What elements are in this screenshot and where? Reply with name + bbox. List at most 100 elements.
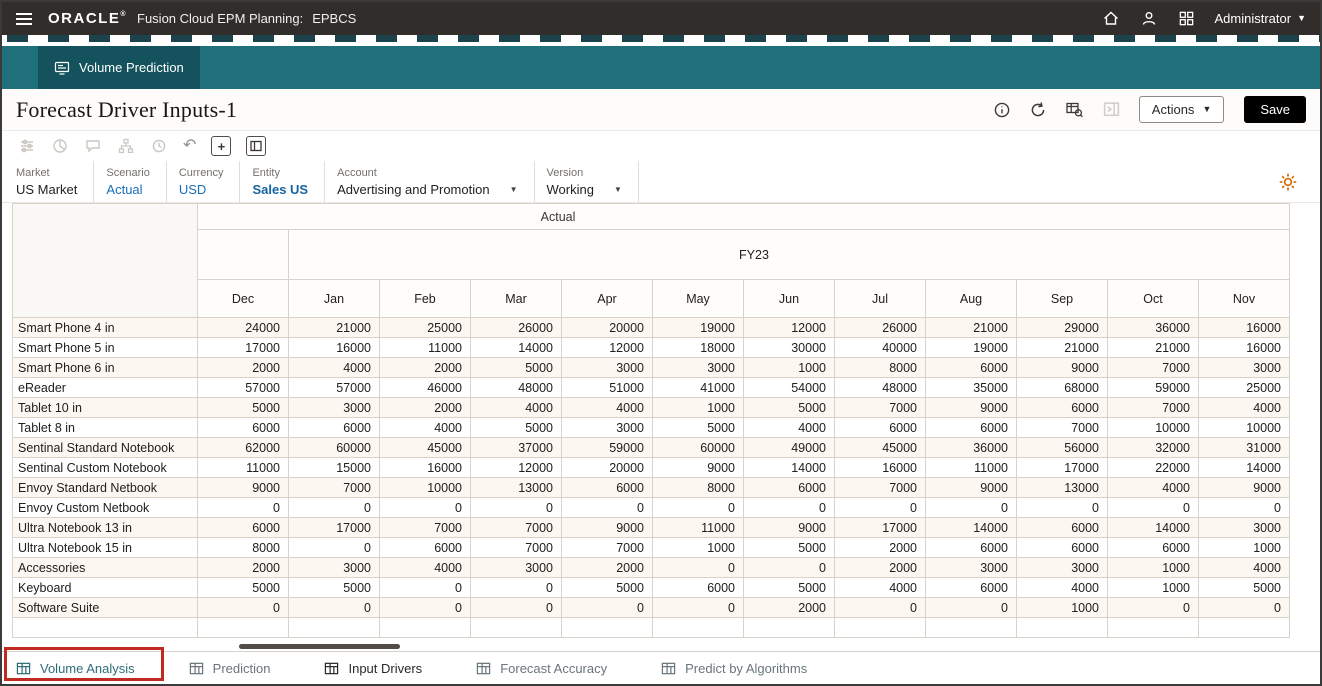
data-cell[interactable]: 9000	[925, 477, 1017, 498]
user-assistance-button[interactable]	[1140, 10, 1158, 28]
data-cell[interactable]: 6000	[197, 517, 289, 538]
data-cell[interactable]: 2000	[379, 397, 471, 418]
data-cell[interactable]: 46000	[379, 377, 471, 398]
row-header-ultra-notebook-15-in[interactable]: Ultra Notebook 15 in	[12, 537, 198, 558]
tab-forecast-accuracy[interactable]: Forecast Accuracy	[476, 661, 607, 676]
data-cell[interactable]: 41000	[652, 377, 744, 398]
data-cell[interactable]: 59000	[1107, 377, 1199, 398]
horizontal-scrollbar-thumb[interactable]	[239, 644, 400, 649]
column-header-jun[interactable]: Jun	[743, 279, 835, 318]
data-cell[interactable]: 0	[834, 497, 926, 518]
data-cell[interactable]: 59000	[561, 437, 653, 458]
data-cell[interactable]: 0	[743, 557, 835, 578]
data-cell[interactable]: 2000	[197, 357, 289, 378]
data-cell[interactable]: 6000	[925, 417, 1017, 438]
data-cell[interactable]: 12000	[561, 337, 653, 358]
data-cell[interactable]: 3000	[561, 417, 653, 438]
data-cell[interactable]: 12000	[470, 457, 562, 478]
data-cell[interactable]: 26000	[470, 317, 562, 338]
row-header-tablet-8-in[interactable]: Tablet 8 in	[12, 417, 198, 438]
data-cell[interactable]: 5000	[197, 577, 289, 598]
data-cell[interactable]: 0	[1107, 497, 1199, 518]
row-header-software-suite[interactable]: Software Suite	[12, 597, 198, 618]
data-cell[interactable]: 3000	[470, 557, 562, 578]
horizontal-scrollbar[interactable]	[2, 643, 1320, 651]
data-cell[interactable]: 36000	[1107, 317, 1199, 338]
data-cell[interactable]: 6000	[1107, 537, 1199, 558]
data-cell[interactable]: 4000	[288, 357, 380, 378]
data-cell[interactable]: 11000	[197, 457, 289, 478]
row-header-empty[interactable]	[12, 617, 198, 638]
data-cell[interactable]: 5000	[197, 397, 289, 418]
data-cell-empty[interactable]	[1107, 617, 1199, 638]
data-cell[interactable]: 31000	[1198, 437, 1290, 458]
column-header-jan[interactable]: Jan	[288, 279, 380, 318]
data-cell[interactable]: 0	[1198, 497, 1290, 518]
data-cell[interactable]: 3000	[652, 357, 744, 378]
data-cell[interactable]: 5000	[561, 577, 653, 598]
data-cell[interactable]: 7000	[470, 517, 562, 538]
data-cell[interactable]: 21000	[1107, 337, 1199, 358]
user-menu[interactable]: Administrator ▼	[1215, 11, 1307, 26]
data-cell[interactable]: 1000	[652, 537, 744, 558]
data-cell[interactable]: 21000	[288, 317, 380, 338]
data-cell[interactable]: 32000	[1107, 437, 1199, 458]
data-cell[interactable]: 6000	[925, 537, 1017, 558]
pov-item-scenario[interactable]: Scenario Actual	[94, 161, 167, 202]
data-cell[interactable]: 0	[197, 597, 289, 618]
data-cell[interactable]: 11000	[652, 517, 744, 538]
data-cell[interactable]: 1000	[652, 397, 744, 418]
data-cell[interactable]: 4000	[1107, 477, 1199, 498]
data-cell[interactable]: 5000	[470, 417, 562, 438]
data-cell[interactable]: 21000	[1016, 337, 1108, 358]
data-cell[interactable]: 10000	[1198, 417, 1290, 438]
data-cell[interactable]: 29000	[1016, 317, 1108, 338]
data-cell[interactable]: 7000	[834, 397, 926, 418]
data-cell[interactable]: 2000	[379, 357, 471, 378]
data-cell[interactable]: 14000	[925, 517, 1017, 538]
data-cell[interactable]: 7000	[1107, 397, 1199, 418]
data-cell-empty[interactable]	[288, 617, 380, 638]
data-cell[interactable]: 6000	[834, 417, 926, 438]
data-cell[interactable]: 49000	[743, 437, 835, 458]
data-cell[interactable]: 22000	[1107, 457, 1199, 478]
data-cell[interactable]: 4000	[1198, 397, 1290, 418]
dropdown-caret-icon[interactable]: ▼	[613, 184, 622, 194]
column-header-may[interactable]: May	[652, 279, 744, 318]
data-cell[interactable]: 36000	[925, 437, 1017, 458]
data-cell[interactable]: 11000	[925, 457, 1017, 478]
data-cell[interactable]: 9000	[1016, 357, 1108, 378]
data-cell[interactable]: 21000	[925, 317, 1017, 338]
data-cell[interactable]: 37000	[470, 437, 562, 458]
data-cell[interactable]: 6000	[652, 577, 744, 598]
data-cell[interactable]: 9000	[925, 397, 1017, 418]
pov-item-entity[interactable]: Entity Sales US	[240, 161, 326, 202]
tab-input-drivers[interactable]: Input Drivers	[324, 661, 422, 676]
data-cell[interactable]: 3000	[1016, 557, 1108, 578]
column-header-dec[interactable]: Dec	[197, 279, 289, 318]
data-cell[interactable]: 4000	[470, 397, 562, 418]
data-cell[interactable]: 8000	[652, 477, 744, 498]
data-cell[interactable]: 17000	[288, 517, 380, 538]
data-cell[interactable]: 1000	[1107, 577, 1199, 598]
data-cell[interactable]: 1000	[1016, 597, 1108, 618]
data-cell[interactable]: 7000	[1107, 357, 1199, 378]
tab-predict-by-algorithms[interactable]: Predict by Algorithms	[661, 661, 807, 676]
data-cell[interactable]: 6000	[379, 537, 471, 558]
data-cell[interactable]: 0	[561, 597, 653, 618]
data-cell[interactable]: 2000	[561, 557, 653, 578]
row-header-sentinal-custom-notebook[interactable]: Sentinal Custom Notebook	[12, 457, 198, 478]
pov-settings-button[interactable]	[1278, 172, 1320, 192]
data-cell[interactable]: 6000	[1016, 517, 1108, 538]
tab-volume-analysis[interactable]: Volume Analysis	[16, 661, 135, 676]
pov-item-currency[interactable]: Currency USD	[167, 161, 241, 202]
data-cell[interactable]: 0	[470, 577, 562, 598]
data-cell[interactable]: 9000	[652, 457, 744, 478]
data-cell[interactable]: 17000	[834, 517, 926, 538]
data-cell[interactable]: 0	[197, 497, 289, 518]
data-cell[interactable]: 20000	[561, 317, 653, 338]
data-cell-empty[interactable]	[925, 617, 1017, 638]
info-button[interactable]	[993, 101, 1011, 119]
data-cell[interactable]: 7000	[834, 477, 926, 498]
data-cell[interactable]: 4000	[379, 417, 471, 438]
